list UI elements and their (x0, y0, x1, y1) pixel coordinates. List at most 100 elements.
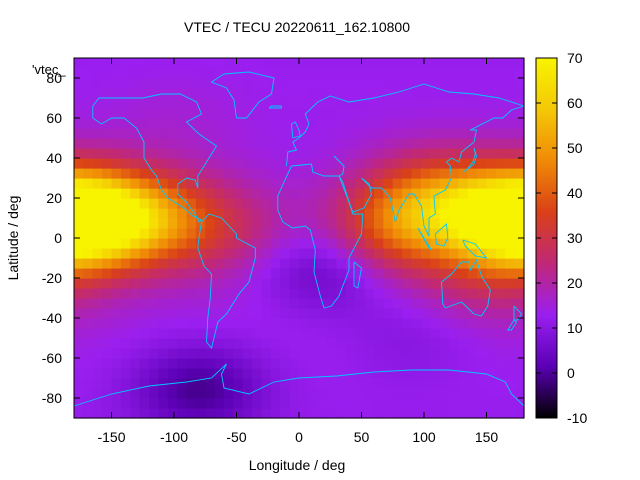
heat-cell (458, 148, 469, 159)
heat-cell (411, 268, 422, 279)
heat-cell (177, 188, 188, 199)
heat-cell (514, 238, 525, 249)
heat-cell (317, 238, 328, 249)
heat-cell (430, 378, 441, 389)
heat-cell (299, 118, 309, 129)
heat-cell (120, 268, 131, 279)
heat-cell (242, 338, 253, 349)
heat-cell (158, 98, 169, 109)
heat-cell (495, 168, 506, 179)
heat-cell (430, 178, 441, 189)
heat-cell (439, 208, 450, 219)
heat-cell (270, 208, 281, 219)
heat-cell (233, 348, 244, 359)
heat-cell (261, 278, 272, 289)
heat-cell (430, 68, 441, 79)
heat-cell (92, 158, 103, 169)
heat-cell (252, 278, 263, 289)
heat-cell (308, 408, 319, 419)
heat-cell (252, 218, 263, 229)
heat-cell (486, 248, 497, 259)
heat-cell (411, 318, 422, 329)
heat-cell (355, 108, 366, 119)
heat-cell (102, 368, 113, 379)
heat-cell (514, 248, 525, 259)
heat-cell (299, 188, 309, 199)
heat-cell (149, 118, 159, 129)
heat-cell (308, 218, 319, 229)
heat-cell (458, 158, 469, 169)
heat-cell (374, 118, 384, 129)
heat-cell (261, 358, 272, 369)
heat-cell (280, 178, 291, 189)
heat-cell (477, 378, 488, 389)
heat-cell (308, 198, 319, 209)
x-tick-label: 0 (295, 429, 303, 445)
heat-cell (289, 198, 300, 209)
heat-cell (336, 388, 347, 399)
heat-cell (242, 188, 253, 199)
heat-cell (242, 108, 253, 119)
heat-cell (149, 328, 159, 339)
heat-cell (83, 388, 94, 399)
heat-cell (120, 358, 131, 369)
heat-cell (355, 58, 366, 69)
heat-cell (186, 278, 197, 289)
heat-cell (477, 138, 488, 149)
heat-cell (336, 338, 347, 349)
heat-cell (411, 168, 422, 179)
heat-cell (177, 108, 188, 119)
heat-cell (374, 338, 384, 349)
heat-cell (83, 118, 94, 129)
heat-cell (167, 138, 178, 149)
heat-cell (383, 148, 394, 159)
heat-cell (111, 238, 122, 249)
heat-cell (355, 158, 366, 169)
heat-cell (74, 358, 84, 369)
heat-cell (402, 138, 413, 149)
heat-cell (477, 58, 488, 69)
heat-cell (383, 108, 394, 119)
heat-cell (186, 288, 197, 299)
heat-cell (92, 288, 103, 299)
heat-cell (439, 238, 450, 249)
heat-cell (83, 198, 94, 209)
heat-cell (411, 338, 422, 349)
heat-cell (149, 348, 159, 359)
heat-cell (252, 148, 263, 159)
heat-cell (336, 408, 347, 419)
heat-cell (177, 88, 188, 99)
heat-cell (514, 408, 525, 419)
heat-cell (505, 118, 516, 129)
heat-cell (74, 298, 84, 309)
heat-cell (505, 218, 516, 229)
heat-cell (299, 408, 309, 419)
heat-cell (392, 238, 403, 249)
heat-cell (317, 258, 328, 269)
heat-cell (299, 358, 309, 369)
heat-cell (383, 68, 394, 79)
heat-cell (317, 78, 328, 89)
heat-cell (195, 58, 206, 69)
heat-cell (74, 238, 84, 249)
heat-cell (345, 398, 356, 409)
heat-cell (308, 328, 319, 339)
heat-cell (92, 238, 103, 249)
heat-cell (383, 358, 394, 369)
heat-cell (224, 368, 234, 379)
heat-cell (280, 398, 291, 409)
heat-cell (280, 168, 291, 179)
heat-cell (364, 248, 375, 259)
y-tick-label: -60 (42, 350, 62, 366)
heat-cell (195, 408, 206, 419)
heat-cell (224, 378, 234, 389)
heat-cell (167, 398, 178, 409)
heat-cell (252, 198, 263, 209)
heat-cell (299, 168, 309, 179)
heat-cell (130, 368, 141, 379)
heat-cell (336, 188, 347, 199)
heat-cell (252, 128, 263, 139)
heat-cell (92, 368, 103, 379)
heat-cell (233, 98, 244, 109)
heat-cell (242, 408, 253, 419)
